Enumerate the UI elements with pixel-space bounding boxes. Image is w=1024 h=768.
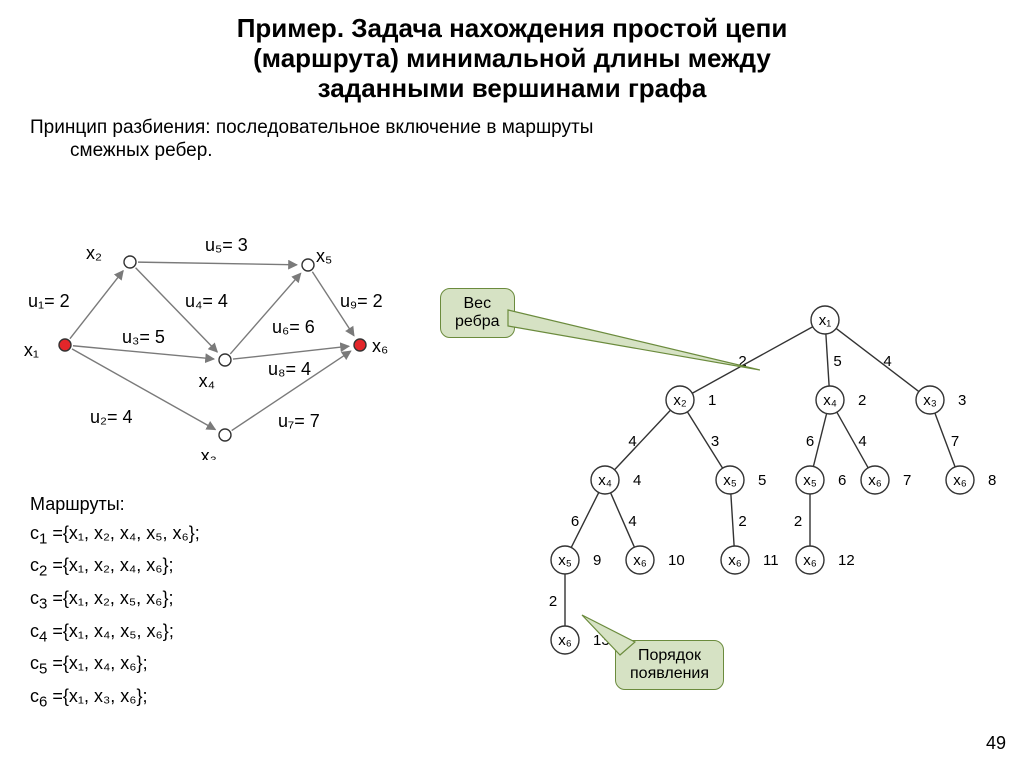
svg-text:10: 10 xyxy=(668,552,685,569)
route-item: c6 ={x₁, x₃, x₆}; xyxy=(30,682,200,715)
svg-text:6: 6 xyxy=(806,433,814,450)
svg-text:2: 2 xyxy=(549,593,557,610)
svg-text:5: 5 xyxy=(833,353,841,370)
svg-text:x₆: x₆ xyxy=(953,472,967,489)
svg-text:x₆: x₆ xyxy=(803,552,817,569)
title-line2: (маршрута) минимальной длины между xyxy=(253,43,771,73)
title-line3: заданными вершинами графа xyxy=(318,73,707,103)
svg-text:6: 6 xyxy=(571,513,579,530)
svg-text:7: 7 xyxy=(903,472,911,489)
route-item: c3 ={x₁, x₂, x₅, x₆}; xyxy=(30,584,200,617)
svg-text:x₁: x₁ xyxy=(24,340,39,360)
weighted-graph: u₁= 2 u₂= 4 u₃= 5 u₄= 4 u₅= 3 u₆= 6 u₇= 7 u₈= 4… xyxy=(10,210,410,460)
routes-header: Маршруты: xyxy=(30,490,200,519)
svg-text:x₁: x₁ xyxy=(819,312,832,329)
svg-text:x₅: x₅ xyxy=(723,472,737,489)
svg-text:8: 8 xyxy=(988,472,996,489)
svg-text:u₈= 4: u₈= 4 xyxy=(268,359,311,379)
page-title: Пример. Задача нахождения простой цепи (… xyxy=(0,0,1024,110)
svg-text:4: 4 xyxy=(858,433,866,450)
title-line1: Пример. Задача нахождения простой цепи xyxy=(237,13,788,43)
svg-text:u₇= 7: u₇= 7 xyxy=(278,411,320,431)
svg-text:3: 3 xyxy=(958,392,966,409)
route-item: c5 ={x₁, x₄, x₆}; xyxy=(30,649,200,682)
svg-text:x₃: x₃ xyxy=(201,446,217,460)
svg-text:x₆: x₆ xyxy=(633,552,647,569)
svg-text:4: 4 xyxy=(628,513,636,530)
svg-text:x₄: x₄ xyxy=(598,472,612,489)
svg-text:x₆: x₆ xyxy=(868,472,882,489)
svg-text:u₃= 5: u₃= 5 xyxy=(122,327,165,347)
svg-text:u₆= 6: u₆= 6 xyxy=(272,317,315,337)
svg-text:u₅= 3: u₅= 3 xyxy=(205,235,248,255)
svg-text:4: 4 xyxy=(633,472,641,489)
svg-text:u₂= 4: u₂= 4 xyxy=(90,407,133,427)
page-number: 49 xyxy=(986,733,1006,754)
svg-text:2: 2 xyxy=(858,392,866,409)
svg-text:x₃: x₃ xyxy=(923,392,937,409)
svg-text:4: 4 xyxy=(883,353,891,370)
svg-text:3: 3 xyxy=(711,433,719,450)
svg-text:x₅: x₅ xyxy=(558,552,572,569)
route-item: c4 ={x₁, x₄, x₅, x₆}; xyxy=(30,617,200,650)
svg-text:7: 7 xyxy=(951,433,959,450)
principle-line2: смежных ребер. xyxy=(30,139,994,163)
svg-text:x₆: x₆ xyxy=(728,552,742,569)
svg-text:x₂: x₂ xyxy=(673,392,687,409)
svg-text:u₄= 4: u₄= 4 xyxy=(185,291,228,311)
svg-text:6: 6 xyxy=(838,472,846,489)
svg-text:5: 5 xyxy=(758,472,766,489)
svg-text:4: 4 xyxy=(628,433,636,450)
svg-text:2: 2 xyxy=(738,513,746,530)
svg-text:12: 12 xyxy=(838,552,855,569)
svg-text:x₆: x₆ xyxy=(372,336,388,356)
bubble-edge-weight-pointer xyxy=(440,288,760,388)
svg-text:x₂: x₂ xyxy=(86,243,102,263)
svg-text:x₄: x₄ xyxy=(199,371,215,391)
route-item: c1 ={x₁, x₂, x₄, x₅, x₆}; xyxy=(30,519,200,552)
routes-list: Маршруты: c1 ={x₁, x₂, x₄, x₅, x₆};c2 ={… xyxy=(30,490,200,714)
svg-text:1: 1 xyxy=(708,392,716,409)
principle-text: Принцип разбиения: последовательное вклю… xyxy=(0,110,1024,164)
svg-text:x₄: x₄ xyxy=(823,392,837,409)
bubble-order-pointer xyxy=(560,610,680,670)
route-item: c2 ={x₁, x₂, x₄, x₆}; xyxy=(30,551,200,584)
svg-text:x₅: x₅ xyxy=(803,472,817,489)
principle-line1: Принцип разбиения: последовательное вклю… xyxy=(30,117,593,138)
svg-text:9: 9 xyxy=(593,552,601,569)
svg-text:11: 11 xyxy=(763,552,779,569)
svg-text:x₅: x₅ xyxy=(316,246,332,266)
svg-text:2: 2 xyxy=(794,513,802,530)
svg-text:u₉= 2: u₉= 2 xyxy=(340,291,383,311)
svg-text:u₁= 2: u₁= 2 xyxy=(28,291,70,311)
